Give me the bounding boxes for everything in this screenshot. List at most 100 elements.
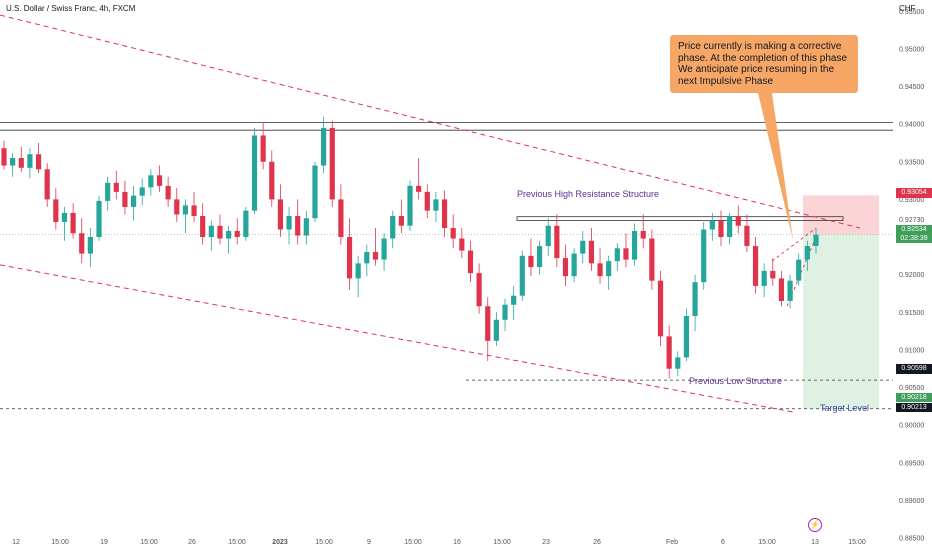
candle-body: [545, 225, 551, 247]
candle: [580, 231, 586, 264]
candle-body: [286, 215, 292, 230]
candle-body: [727, 215, 733, 238]
candle: [571, 248, 577, 283]
candle: [251, 127, 258, 215]
candle: [606, 255, 612, 290]
y-tick-label: 0.88500: [899, 536, 924, 543]
candle-body: [122, 191, 128, 207]
candle-body: [18, 158, 24, 168]
x-tick-label: 15:00: [140, 539, 158, 546]
candle-body: [295, 215, 301, 236]
candle: [778, 270, 785, 307]
candle-body: [649, 238, 655, 281]
candle: [277, 184, 284, 238]
candle-body: [450, 227, 456, 239]
x-tick-label: 15:00: [493, 539, 511, 546]
candle: [511, 285, 517, 320]
candle: [269, 150, 275, 207]
candle-body: [165, 185, 171, 200]
candle-body: [96, 200, 102, 238]
candle: [87, 227, 93, 268]
candle: [96, 195, 102, 241]
candle: [554, 214, 560, 268]
candle: [260, 122, 266, 170]
candle: [727, 212, 733, 245]
x-tick-label: 26: [188, 539, 196, 546]
candle: [364, 244, 370, 277]
candle-body: [148, 175, 154, 188]
candle-body: [113, 182, 119, 192]
candle: [10, 152, 16, 177]
candle: [217, 214, 223, 245]
candle: [683, 308, 690, 362]
candle: [597, 248, 603, 284]
take-profit-zone: [803, 234, 879, 409]
y-tick-label: 0.89000: [899, 498, 924, 505]
candle-body: [709, 220, 715, 230]
y-tick-label: 0.92000: [899, 272, 924, 279]
candle-body: [606, 261, 612, 277]
candle-body: [243, 210, 249, 238]
candle: [433, 191, 439, 222]
candle: [174, 188, 180, 222]
candle-body: [735, 215, 741, 226]
candle-body: [1, 148, 7, 166]
candle: [53, 188, 59, 230]
lightning-icon[interactable]: ⚡: [808, 518, 822, 532]
candle-body: [260, 135, 266, 162]
candle-body: [182, 205, 188, 215]
candle-body: [251, 135, 258, 211]
countdown-tag: 02:38:39: [896, 234, 932, 243]
candle: [588, 227, 594, 271]
x-tick-label: 15:00: [758, 539, 776, 546]
candle-body: [666, 336, 672, 369]
candle-body: [61, 212, 68, 222]
candle: [632, 223, 638, 266]
candle-body: [640, 231, 646, 239]
x-tick-label: 19: [100, 539, 108, 546]
candle-body: [562, 258, 569, 277]
x-tick-label: 15:00: [404, 539, 422, 546]
candle: [407, 180, 413, 232]
candle: [649, 229, 655, 290]
candle-body: [70, 212, 76, 234]
target-price-tag: 0.90218: [896, 393, 932, 402]
x-tick-label: 2023: [272, 539, 288, 546]
candle: [735, 205, 741, 234]
low-structure-label: Previous Low Structure: [689, 376, 783, 386]
candle-body: [528, 255, 534, 268]
candle-body: [433, 199, 439, 211]
candle: [692, 274, 698, 332]
candle: [450, 214, 456, 249]
target-label: Target Level: [820, 403, 870, 413]
x-tick-label: 16: [453, 539, 461, 546]
candle: [139, 178, 145, 206]
candle: [346, 218, 353, 290]
candle: [614, 243, 620, 271]
y-tick-label: 0.93500: [899, 159, 924, 166]
candle-body: [217, 225, 223, 239]
candle: [122, 180, 128, 215]
candle: [372, 227, 379, 266]
candle-body: [355, 263, 361, 279]
candle-body: [200, 215, 206, 238]
candle: [105, 176, 111, 211]
candle-body: [459, 238, 465, 251]
candle-body: [701, 229, 707, 283]
target-price-tag-2: 0.90213: [896, 403, 932, 412]
x-tick-label: 15:00: [848, 539, 866, 546]
candle: [208, 220, 214, 251]
candle-body: [156, 175, 163, 186]
candle-body: [381, 238, 387, 260]
candle-body: [390, 215, 396, 239]
candle: [312, 161, 318, 222]
y-tick-label: 0.95000: [899, 46, 924, 53]
x-tick-label: 12: [12, 539, 20, 546]
candle: [536, 240, 543, 275]
candle: [226, 225, 232, 254]
candle: [130, 185, 137, 221]
candle: [752, 237, 759, 294]
candle: [156, 165, 163, 192]
candle-body: [761, 270, 767, 286]
